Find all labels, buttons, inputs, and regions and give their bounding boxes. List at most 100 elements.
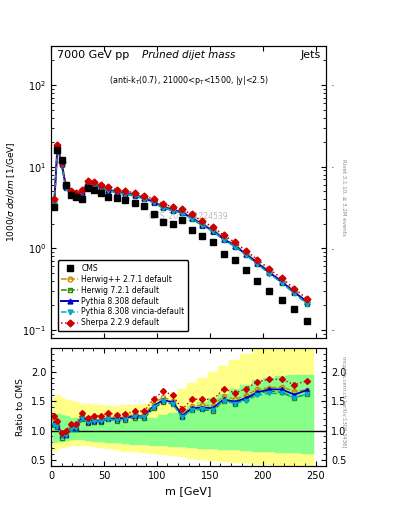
- Pythia 8.308 default: [59, 160, 64, 166]
- CMS: [132, 200, 137, 206]
- Sherpa 2.2.9 default: [180, 206, 185, 212]
- Herwig 7.2.1 default: [279, 280, 284, 286]
- Herwig++ 2.7.1 default: [189, 214, 194, 220]
- Herwig 7.2.1 default: [92, 182, 97, 188]
- Sherpa 2.2.9 default: [123, 188, 127, 195]
- Herwig 7.2.1 default: [189, 216, 194, 222]
- CMS: [55, 147, 60, 153]
- Pythia 8.308 default: [55, 144, 60, 150]
- Sherpa 2.2.9 default: [99, 182, 103, 188]
- Herwig++ 2.7.1 default: [55, 143, 60, 149]
- Legend: CMS, Herwig++ 2.7.1 default, Herwig 7.2.1 default, Pythia 8.308 default, Pythia : CMS, Herwig++ 2.7.1 default, Herwig 7.2.…: [58, 260, 188, 331]
- Sherpa 2.2.9 default: [114, 187, 119, 193]
- Herwig++ 2.7.1 default: [161, 203, 165, 209]
- Herwig 7.2.1 default: [243, 251, 248, 258]
- Herwig 7.2.1 default: [106, 187, 110, 194]
- Pythia 8.308 vincia-default: [74, 193, 79, 199]
- CMS: [142, 203, 147, 209]
- Sherpa 2.2.9 default: [243, 247, 248, 253]
- Pythia 8.308 vincia-default: [106, 187, 110, 194]
- CMS: [52, 204, 57, 210]
- CMS: [92, 187, 97, 193]
- Herwig++ 2.7.1 default: [123, 189, 127, 196]
- Pythia 8.308 vincia-default: [305, 301, 310, 307]
- CMS: [200, 233, 205, 240]
- Line: CMS: CMS: [51, 147, 310, 324]
- Herwig++ 2.7.1 default: [99, 183, 103, 189]
- Herwig++ 2.7.1 default: [106, 185, 110, 191]
- Herwig 7.2.1 default: [233, 244, 237, 250]
- Pythia 8.308 vincia-default: [132, 193, 137, 199]
- Herwig++ 2.7.1 default: [221, 234, 226, 241]
- CMS: [59, 157, 64, 163]
- Sherpa 2.2.9 default: [151, 196, 156, 202]
- Sherpa 2.2.9 default: [211, 224, 215, 230]
- Herwig 7.2.1 default: [161, 205, 165, 211]
- Herwig++ 2.7.1 default: [142, 195, 147, 201]
- Pythia 8.308 default: [99, 184, 103, 190]
- Herwig++ 2.7.1 default: [255, 259, 260, 265]
- Pythia 8.308 default: [243, 251, 248, 257]
- Herwig 7.2.1 default: [142, 196, 147, 202]
- Pythia 8.308 vincia-default: [161, 205, 165, 211]
- Sherpa 2.2.9 default: [106, 184, 110, 190]
- Text: CMS_2013_I1224539: CMS_2013_I1224539: [149, 211, 228, 220]
- Sherpa 2.2.9 default: [55, 142, 60, 148]
- Pythia 8.308 vincia-default: [200, 222, 205, 228]
- Herwig 7.2.1 default: [255, 261, 260, 267]
- Pythia 8.308 default: [200, 222, 205, 228]
- Y-axis label: $1000/\sigma\,d\sigma/dm$ [1/GeV]: $1000/\sigma\,d\sigma/dm$ [1/GeV]: [5, 142, 17, 242]
- Sherpa 2.2.9 default: [171, 204, 175, 210]
- Pythia 8.308 default: [305, 299, 310, 305]
- Herwig++ 2.7.1 default: [132, 191, 137, 197]
- CMS: [211, 239, 215, 245]
- Pythia 8.308 default: [69, 190, 73, 197]
- Pythia 8.308 default: [255, 260, 260, 266]
- CMS: [161, 219, 165, 225]
- Pythia 8.308 default: [279, 279, 284, 285]
- Herwig++ 2.7.1 default: [52, 198, 57, 204]
- Pythia 8.308 vincia-default: [123, 191, 127, 197]
- Sherpa 2.2.9 default: [161, 201, 165, 207]
- CMS: [74, 195, 79, 201]
- Pythia 8.308 vincia-default: [180, 210, 185, 216]
- Pythia 8.308 vincia-default: [142, 196, 147, 202]
- Text: Jets: Jets: [300, 51, 321, 60]
- Sherpa 2.2.9 default: [305, 296, 310, 302]
- Sherpa 2.2.9 default: [233, 240, 237, 246]
- Sherpa 2.2.9 default: [92, 179, 97, 185]
- CMS: [114, 195, 119, 201]
- Sherpa 2.2.9 default: [74, 190, 79, 197]
- Pythia 8.308 vincia-default: [114, 189, 119, 196]
- Pythia 8.308 default: [123, 190, 127, 197]
- CMS: [221, 251, 226, 257]
- Pythia 8.308 default: [189, 215, 194, 221]
- Herwig 7.2.1 default: [52, 201, 57, 207]
- Herwig 7.2.1 default: [132, 193, 137, 199]
- Pythia 8.308 vincia-default: [59, 161, 64, 167]
- Herwig++ 2.7.1 default: [59, 160, 64, 166]
- Pythia 8.308 default: [142, 195, 147, 201]
- Line: Pythia 8.308 default: Pythia 8.308 default: [52, 144, 310, 305]
- Pythia 8.308 vincia-default: [99, 184, 103, 190]
- Herwig++ 2.7.1 default: [79, 188, 84, 195]
- Pythia 8.308 default: [114, 189, 119, 195]
- Pythia 8.308 vincia-default: [211, 228, 215, 234]
- Pythia 8.308 default: [171, 207, 175, 213]
- Pythia 8.308 default: [86, 180, 90, 186]
- Pythia 8.308 vincia-default: [79, 189, 84, 196]
- Pythia 8.308 vincia-default: [292, 290, 297, 296]
- CMS: [69, 192, 73, 198]
- Pythia 8.308 default: [106, 187, 110, 193]
- Pythia 8.308 vincia-default: [279, 280, 284, 286]
- Herwig 7.2.1 default: [292, 290, 297, 296]
- Pythia 8.308 vincia-default: [86, 180, 90, 186]
- CMS: [189, 226, 194, 232]
- Pythia 8.308 default: [79, 189, 84, 195]
- Pythia 8.308 vincia-default: [255, 261, 260, 267]
- CMS: [233, 257, 237, 263]
- Line: Herwig++ 2.7.1 default: Herwig++ 2.7.1 default: [52, 143, 310, 305]
- CMS: [151, 211, 156, 218]
- Text: 7000 GeV pp: 7000 GeV pp: [57, 51, 129, 60]
- Herwig 7.2.1 default: [267, 270, 272, 276]
